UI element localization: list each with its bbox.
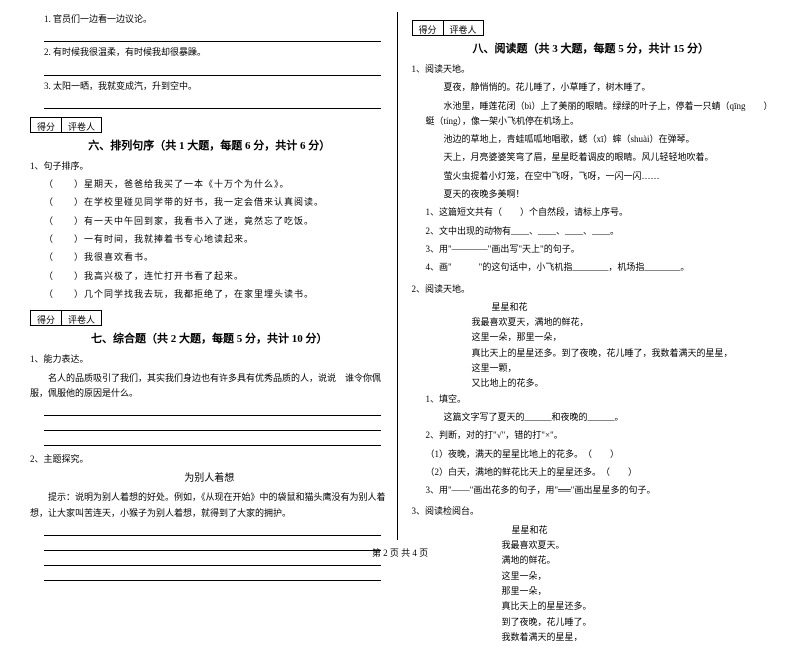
- r3-poem: 那里一朵，: [412, 584, 771, 599]
- left-column: 1. 官员们一边看一边议论。 2. 有时候我很温柔，有时候我却很暴躁。 3. 太…: [22, 12, 398, 540]
- answer-line: [44, 97, 381, 109]
- score-label: 得分: [30, 117, 62, 133]
- r3-q: 3、阅读检阅台。: [412, 504, 771, 519]
- r1-body: 水池里，睡莲花闭（bì）上了美丽的眼睛。绿绿的叶子上，停着一只蜻（qīng ）蜓…: [412, 99, 771, 130]
- r2-sub: 2、判断，对的打"√"，错的打"×"。: [412, 428, 771, 443]
- sort-line: （ ）我很喜欢看书。: [30, 250, 389, 265]
- section-6-title: 六、排列句序（共 1 大题，每题 6 分，共计 6 分）: [30, 137, 389, 153]
- q7-1: 1、能力表达。: [30, 352, 389, 367]
- sort-line: （ ）我高兴极了，连忙打开书看了起来。: [30, 269, 389, 284]
- r3-poem: 我数着满天的星星，: [412, 630, 771, 645]
- r1-sub: 2、文中出现的动物有____、____、____、____。: [412, 224, 771, 239]
- score-box-8: 得分 评卷人: [412, 20, 771, 36]
- answer-line: [44, 434, 381, 446]
- r3-poem: 到了夜晚，花儿睡了。: [412, 615, 771, 630]
- section-8-title: 八、阅读题（共 3 大题，每题 5 分，共计 15 分）: [412, 40, 771, 56]
- r2-q: 2、阅读天地。: [412, 282, 771, 297]
- r2-sub: （2）白天，满地的鲜花比天上的星星还多。 （ ）: [412, 465, 771, 480]
- answer-line: [44, 30, 381, 42]
- sort-line: （ ）在学校里碰见同学带的好书，我一定会借来认真阅读。: [30, 195, 389, 210]
- r1-sub: 3、用"————"画出写"天上"的句子。: [412, 242, 771, 257]
- r2-sub: （1）夜晚，满天的星星比地上的花多。 （ ）: [412, 447, 771, 462]
- reviewer-label: 评卷人: [62, 310, 102, 326]
- r3-poem: 这里一朵，: [412, 569, 771, 584]
- q6-1: 1、句子排序。: [30, 159, 389, 174]
- section-7-title: 七、综合题（共 2 大题，每题 5 分，共计 10 分）: [30, 330, 389, 346]
- score-label: 得分: [412, 20, 444, 36]
- answer-line: [44, 404, 381, 416]
- q7-1-body: 名人的品质吸引了我们，其实我们身边也有许多具有优秀品质的人，说说 谁令你佩服，佩…: [30, 371, 389, 402]
- q7-2-body: 提示：说明为别人着想的好处。例如，《从现在开始》中的袋鼠和猫头鹰没有为别人着想，…: [30, 490, 389, 521]
- r1-sub: 1、这篇短文共有（ ）个自然段，请标上序号。: [412, 205, 771, 220]
- answer-line: [44, 419, 381, 431]
- sort-line: （ ）一有时间，我就捧着书专心地读起来。: [30, 232, 389, 247]
- r1-body: 萤火虫提着小灯笼，在空中飞呀，飞呀，一闪一闪……: [412, 169, 771, 184]
- r2-poem: 这里一朵，那里一朵，: [412, 330, 771, 345]
- score-label: 得分: [30, 310, 62, 326]
- r1-body: 池边的草地上，青蛙呱呱地唱歌，蟋（xī）蟀（shuài）在弹琴。: [412, 132, 771, 147]
- sort-line: （ ）有一天中午回到家，我看书入了迷，竟然忘了吃饭。: [30, 214, 389, 229]
- answer-line: [44, 524, 381, 536]
- r2-sub: 3、用"——"画出花多的句子，用"══"画出星星多的句子。: [412, 483, 771, 498]
- r2-sub: 1、填空。: [412, 392, 771, 407]
- r1-body: 天上，月亮婆婆笑弯了眉，星星眨着调皮的眼睛。风儿轻轻地吹着。: [412, 150, 771, 165]
- sort-line: （ ）星期天，爸爸给我买了一本《十万个为什么》。: [30, 177, 389, 192]
- answer-line: [44, 569, 381, 581]
- r3-title: 星星和花: [412, 523, 771, 538]
- item-2: 2. 有时候我很温柔，有时候我却很暴躁。: [30, 45, 389, 60]
- answer-line: [44, 64, 381, 76]
- item-3: 3. 太阳一晒，我就变成汽，升到空中。: [30, 79, 389, 94]
- r2-sub: 这篇文字写了夏天的______和夜晚的______。: [412, 410, 771, 425]
- q7-2: 2、主题探究。: [30, 452, 389, 467]
- score-box-7: 得分 评卷人: [30, 310, 389, 326]
- r1-body: 夏夜，静悄悄的。花儿睡了，小草睡了，树木睡了。: [412, 80, 771, 95]
- sort-line: （ ）几个同学找我去玩，我都拒绝了，在家里埋头读书。: [30, 287, 389, 302]
- right-column: 得分 评卷人 八、阅读题（共 3 大题，每题 5 分，共计 15 分） 1、阅读…: [398, 12, 779, 540]
- page-footer: 第 2 页 共 4 页: [0, 546, 800, 559]
- score-box-6: 得分 评卷人: [30, 117, 389, 133]
- r2-poem: 这里一颗，: [412, 361, 771, 376]
- r2-title: 星星和花: [412, 300, 771, 315]
- reviewer-label: 评卷人: [444, 20, 484, 36]
- r2-poem: 真比天上的星星还多。到了夜晚，花儿睡了，我数着满天的星星，: [412, 346, 771, 361]
- reviewer-label: 评卷人: [62, 117, 102, 133]
- r1-q: 1、阅读天地。: [412, 62, 771, 77]
- r2-poem: 我最喜欢夏天，满地的鲜花，: [412, 315, 771, 330]
- r3-poem: 真比天上的星星还多。: [412, 599, 771, 614]
- r1-body: 夏天的夜晚多美啊！: [412, 187, 771, 202]
- r1-sub: 4、画" "的这句话中，小飞机指________，机场指________。: [412, 260, 771, 275]
- item-1: 1. 官员们一边看一边议论。: [30, 12, 389, 27]
- r2-poem: 又比地上的花多。: [412, 376, 771, 391]
- q7-2-title: 为别人着想: [30, 470, 389, 487]
